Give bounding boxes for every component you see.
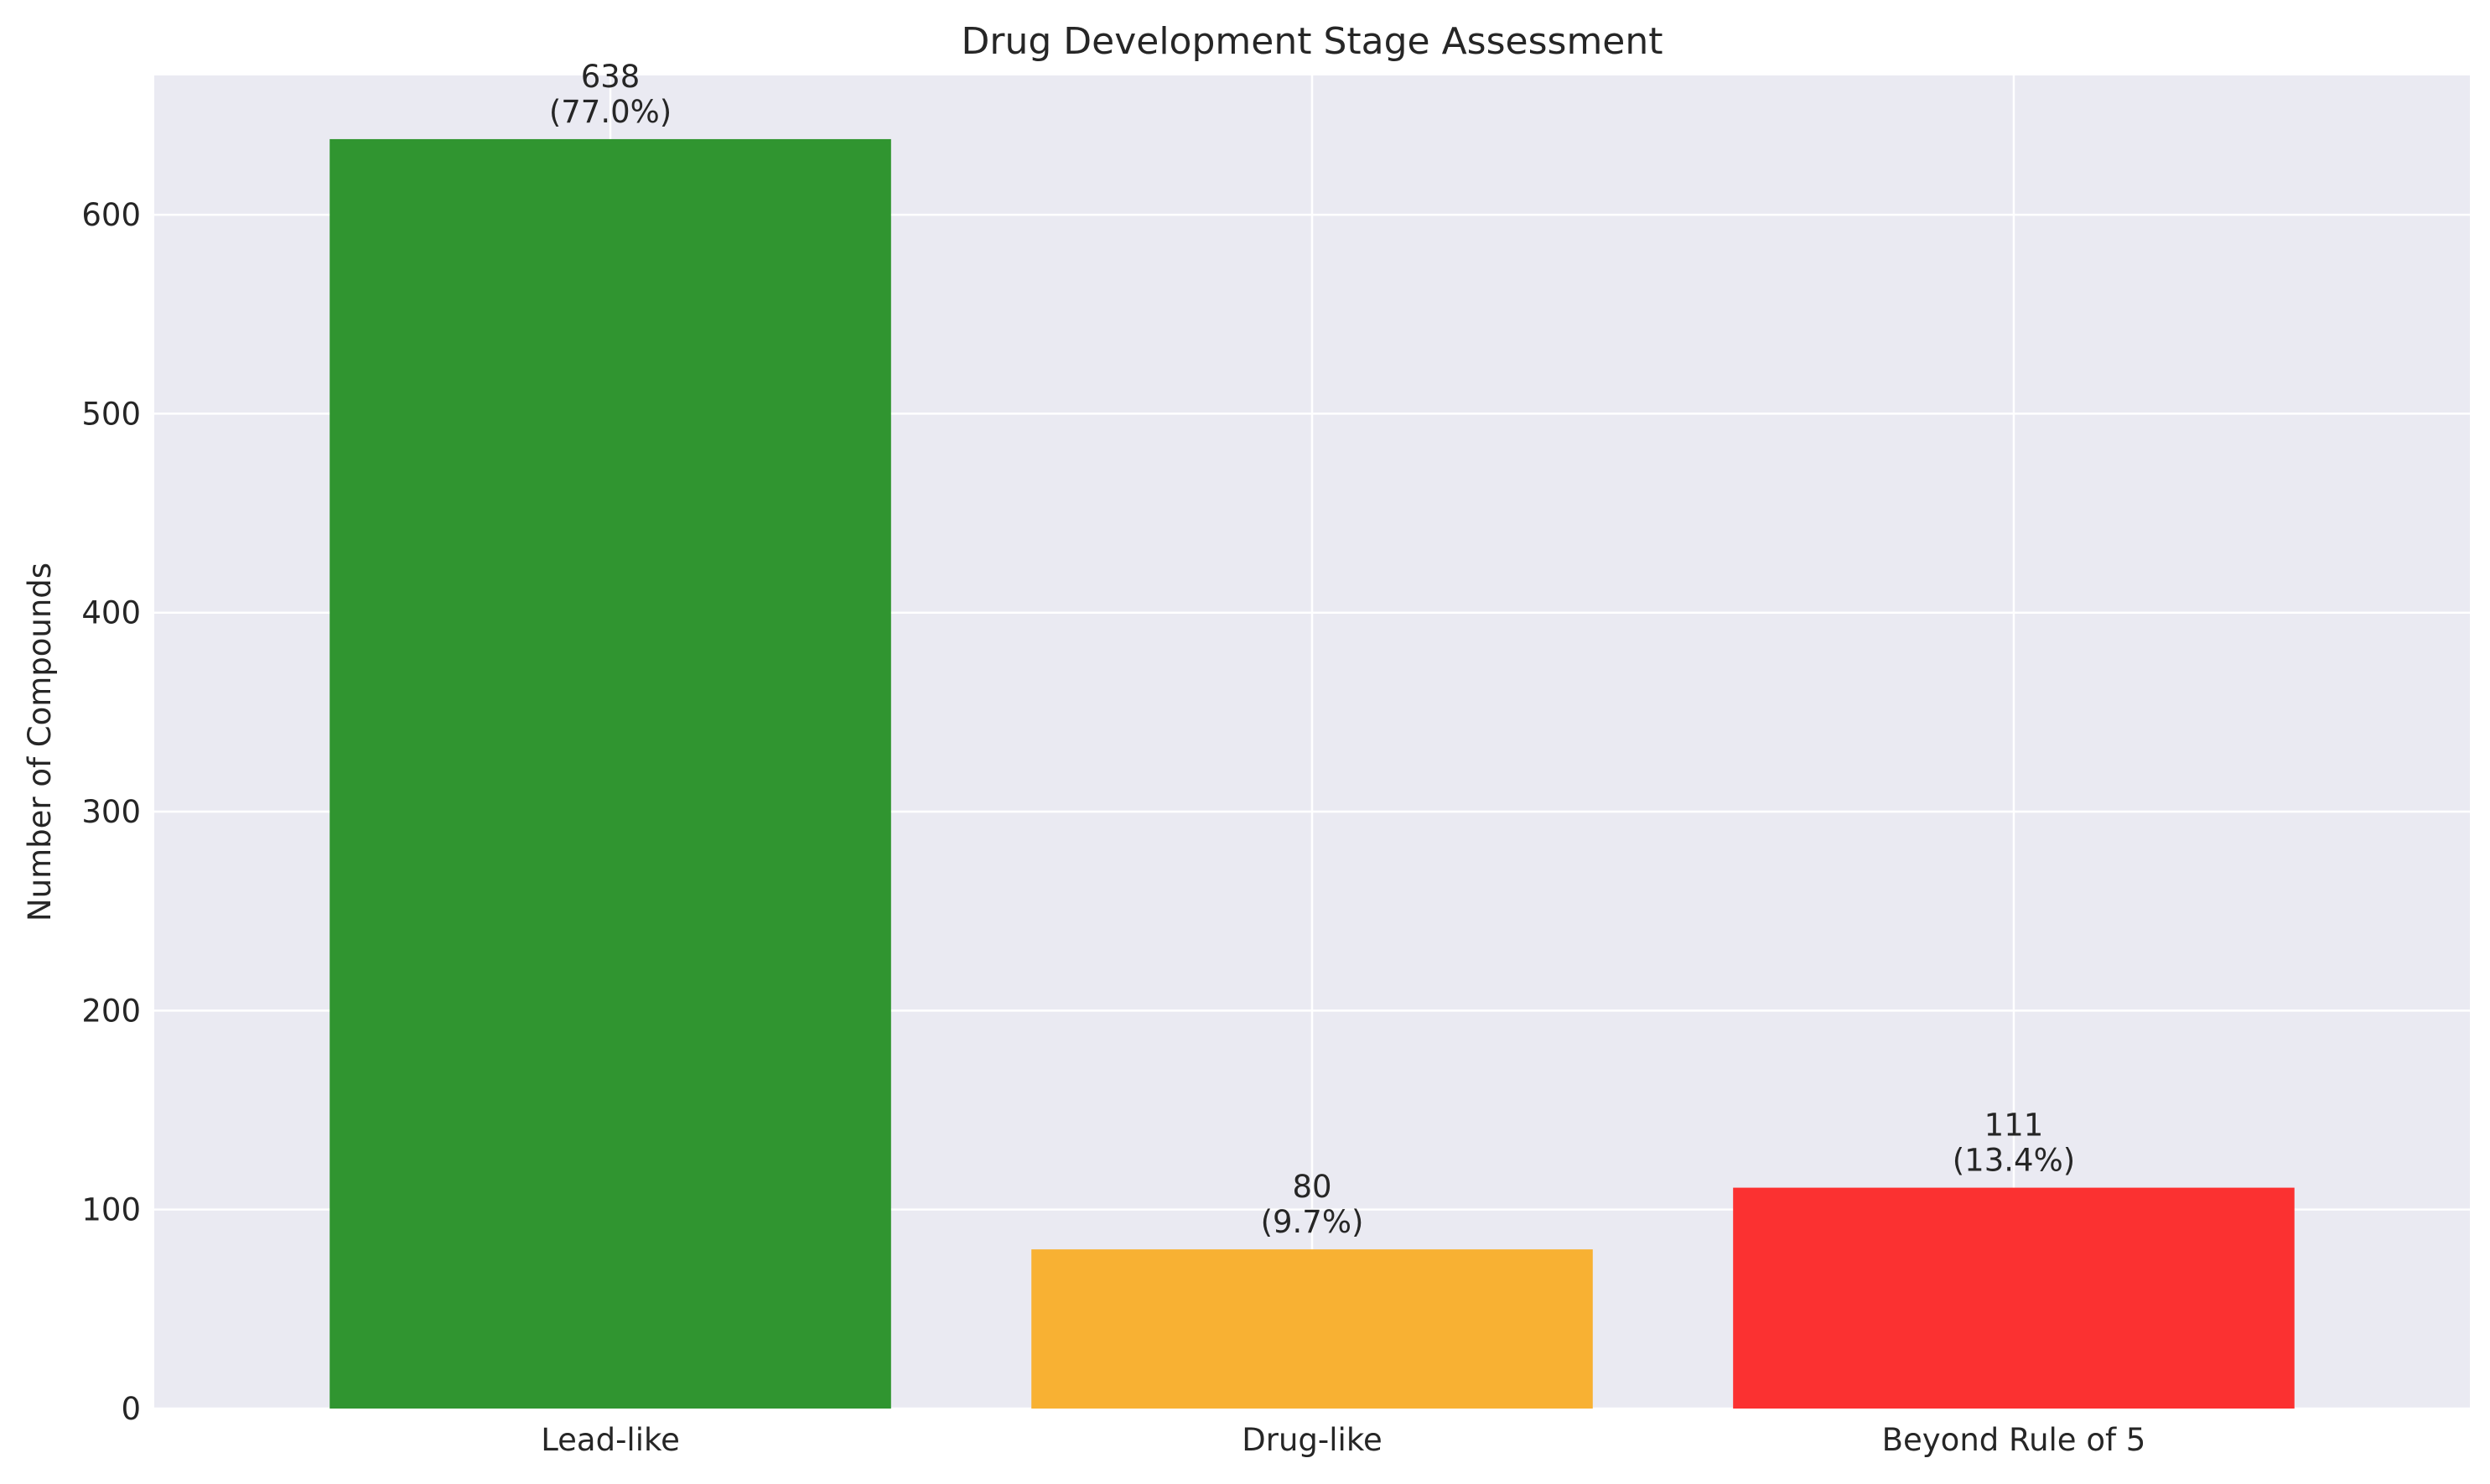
y-tick-label: 400 [81,595,141,631]
y-tick-label: 500 [81,396,141,432]
bar-value-label: 638 [581,59,641,95]
bar-beyond-rule-of-5 [1733,1187,2295,1409]
bar-value-label: 80 [1292,1169,1331,1205]
x-axis: Lead-like Drug-like Beyond Rule of 5 [541,1422,2145,1458]
chart-title: Drug Development Stage Assessment [961,20,1663,63]
x-tick-label: Beyond Rule of 5 [1882,1422,2146,1458]
y-axis-title: Number of Compounds [22,563,58,921]
x-tick-label: Lead-like [541,1422,680,1458]
bar-percent-label: (77.0%) [549,94,672,130]
bar-lead-like [329,138,891,1409]
y-axis: 0 100 200 300 400 500 600 [81,197,141,1427]
bars [329,138,2295,1409]
bar-value-label: 111 [1984,1108,2044,1144]
bar-percent-label: (13.4%) [1953,1143,2075,1179]
x-tick-label: Drug-like [1242,1422,1382,1458]
data-labels: 638(77.0%) 80(9.7%) 111(13.4%) [549,59,2075,1240]
y-tick-label: 100 [81,1192,141,1228]
y-tick-label: 200 [81,993,141,1029]
y-tick-label: 600 [81,197,141,233]
bar-percent-label: (9.7%) [1261,1204,1364,1240]
y-tick-label: 300 [81,794,141,830]
bar-drug-like [1031,1249,1593,1409]
y-tick-label: 0 [121,1391,141,1427]
